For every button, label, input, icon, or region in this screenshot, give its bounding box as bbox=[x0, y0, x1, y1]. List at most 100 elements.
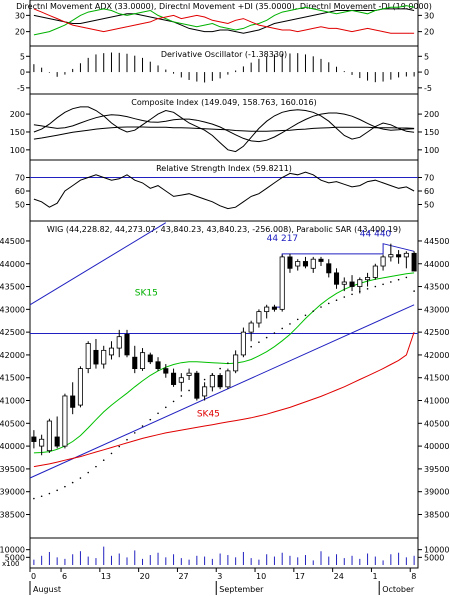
candle-body bbox=[365, 277, 371, 281]
price-trendline-1 bbox=[29, 304, 415, 479]
price-tick-label-left: 41000 bbox=[0, 397, 25, 406]
volume-tick-label-left: 5000 bbox=[5, 553, 25, 562]
price-tick-label-right: 42500 bbox=[424, 328, 449, 337]
price-ticks: 38500 38500 39000 39000 39500 39500 40000 40000… bbox=[0, 237, 449, 520]
sar-point bbox=[87, 471, 89, 474]
candle-body bbox=[217, 375, 223, 388]
price-tick-label-left: 42500 bbox=[0, 328, 25, 337]
candle-body bbox=[295, 261, 301, 267]
sar-point bbox=[188, 389, 190, 392]
x-axis-labels: 0 6 13 20 27 3 10 17 24 1 8 August September October bbox=[29, 568, 416, 595]
price-tick-label-right: 40000 bbox=[424, 442, 449, 451]
price-tick-label-right: 39500 bbox=[424, 465, 449, 474]
x-tick-label: 13 bbox=[101, 572, 111, 581]
sar-point bbox=[327, 302, 330, 305]
dmi-ticks: 20 20 30 30 bbox=[15, 11, 434, 36]
price-tick-label-right: 40500 bbox=[424, 419, 449, 428]
rsi-line bbox=[33, 171, 415, 210]
candle-body bbox=[225, 370, 231, 388]
x-tick-label: 3 bbox=[217, 572, 222, 581]
candle-body bbox=[70, 395, 76, 408]
candle-body bbox=[163, 368, 169, 374]
price-tick-label-right: 43000 bbox=[424, 305, 449, 314]
x-tick-label: 24 bbox=[334, 572, 344, 581]
sar-point bbox=[405, 276, 408, 279]
price-tick-label-right: 41000 bbox=[424, 397, 449, 406]
rsi-tick-label-right: 50 bbox=[424, 201, 434, 210]
high-price-label: 44 440 bbox=[360, 229, 392, 239]
oscillator-ticks: -5 -5 0 0 5 5 bbox=[17, 52, 432, 93]
composite-lines bbox=[33, 106, 415, 153]
dmi-lines bbox=[33, 5, 415, 36]
candle-body bbox=[396, 254, 402, 258]
volume-tick-label-right: 5000 bbox=[424, 553, 444, 562]
price-tick-label-right: 43500 bbox=[424, 283, 449, 292]
sar-point bbox=[219, 367, 221, 370]
sar-point bbox=[118, 445, 121, 448]
sar-point bbox=[141, 425, 144, 427]
mid-price-label: 44 217 bbox=[267, 234, 299, 244]
sar-point bbox=[71, 481, 74, 484]
candle-body bbox=[357, 279, 363, 287]
composite-tick-label-right: 100 bbox=[424, 146, 439, 155]
candle-body bbox=[132, 356, 138, 370]
x-axis: 0 6 13 20 27 3 10 17 24 1 8 August September October bbox=[29, 568, 416, 595]
candle-body bbox=[155, 361, 161, 370]
sar-point bbox=[157, 412, 159, 415]
rsi-tick-label-left: 70 bbox=[15, 174, 25, 183]
sk45-label: SK45 bbox=[197, 409, 220, 419]
price-tick-label-right: 44000 bbox=[424, 260, 449, 269]
rsi-lines bbox=[30, 171, 418, 210]
candle-body bbox=[101, 349, 107, 365]
composite-line-2 bbox=[33, 126, 415, 140]
sar-point bbox=[180, 395, 183, 397]
price-tick-label-left: 43000 bbox=[0, 305, 25, 314]
composite-panel: Composite Index (149.049, 158.763, 160.0… bbox=[10, 93, 439, 161]
sar-point bbox=[335, 299, 338, 302]
price-tick-label-right: 44500 bbox=[424, 237, 449, 246]
sar-point bbox=[320, 306, 322, 308]
price-tick-label-left: 39500 bbox=[0, 465, 25, 474]
sar-point bbox=[304, 314, 307, 317]
candle-body bbox=[279, 256, 285, 310]
dmi-line-di bbox=[33, 5, 415, 36]
sar-point bbox=[126, 438, 128, 441]
candle-body bbox=[85, 343, 91, 370]
month-label: October bbox=[382, 585, 415, 594]
sar-point bbox=[110, 452, 113, 455]
candle-body bbox=[372, 265, 378, 278]
composite-title: Composite Index (149.049, 158.763, 160.0… bbox=[131, 98, 316, 107]
sar-point bbox=[289, 323, 291, 325]
candle-body bbox=[116, 336, 122, 349]
candle-body bbox=[62, 395, 68, 447]
candle-body bbox=[202, 386, 208, 397]
dmi-title: Directnl Movement ADX (33.0000), Directn… bbox=[16, 2, 432, 11]
x-tick-label: 20 bbox=[140, 572, 150, 581]
candle-body bbox=[411, 252, 417, 272]
price-tick-label-right: 39000 bbox=[424, 488, 449, 497]
candle-body bbox=[318, 258, 324, 262]
sar-point bbox=[79, 477, 82, 479]
sar-point bbox=[265, 336, 268, 339]
sar-point bbox=[374, 285, 377, 288]
candle-body bbox=[186, 372, 192, 376]
rsi-tick-label-left: 60 bbox=[15, 187, 25, 196]
oscillator-tick-label-right: -5 bbox=[424, 84, 432, 93]
candle-body bbox=[209, 375, 215, 388]
oscillator-panel: Derivative Oscillator (-1.38330) -5 -5 0 0 5… bbox=[17, 45, 432, 95]
price-tick-label-left: 41500 bbox=[0, 374, 25, 383]
sar-point bbox=[413, 290, 415, 292]
candle-body bbox=[139, 352, 146, 370]
sar-point bbox=[64, 485, 66, 488]
candle-body bbox=[333, 272, 340, 285]
price-tick-label-right: 42000 bbox=[424, 351, 449, 360]
candle-body bbox=[233, 354, 239, 372]
composite-tick-label-left: 200 bbox=[10, 110, 25, 119]
x-tick-label: 8 bbox=[411, 572, 416, 581]
sar-point bbox=[165, 406, 167, 409]
dmi-tick-label-right: 30 bbox=[424, 11, 434, 20]
dmi-tick-label-left: 30 bbox=[15, 11, 25, 20]
sar-point bbox=[102, 459, 105, 462]
